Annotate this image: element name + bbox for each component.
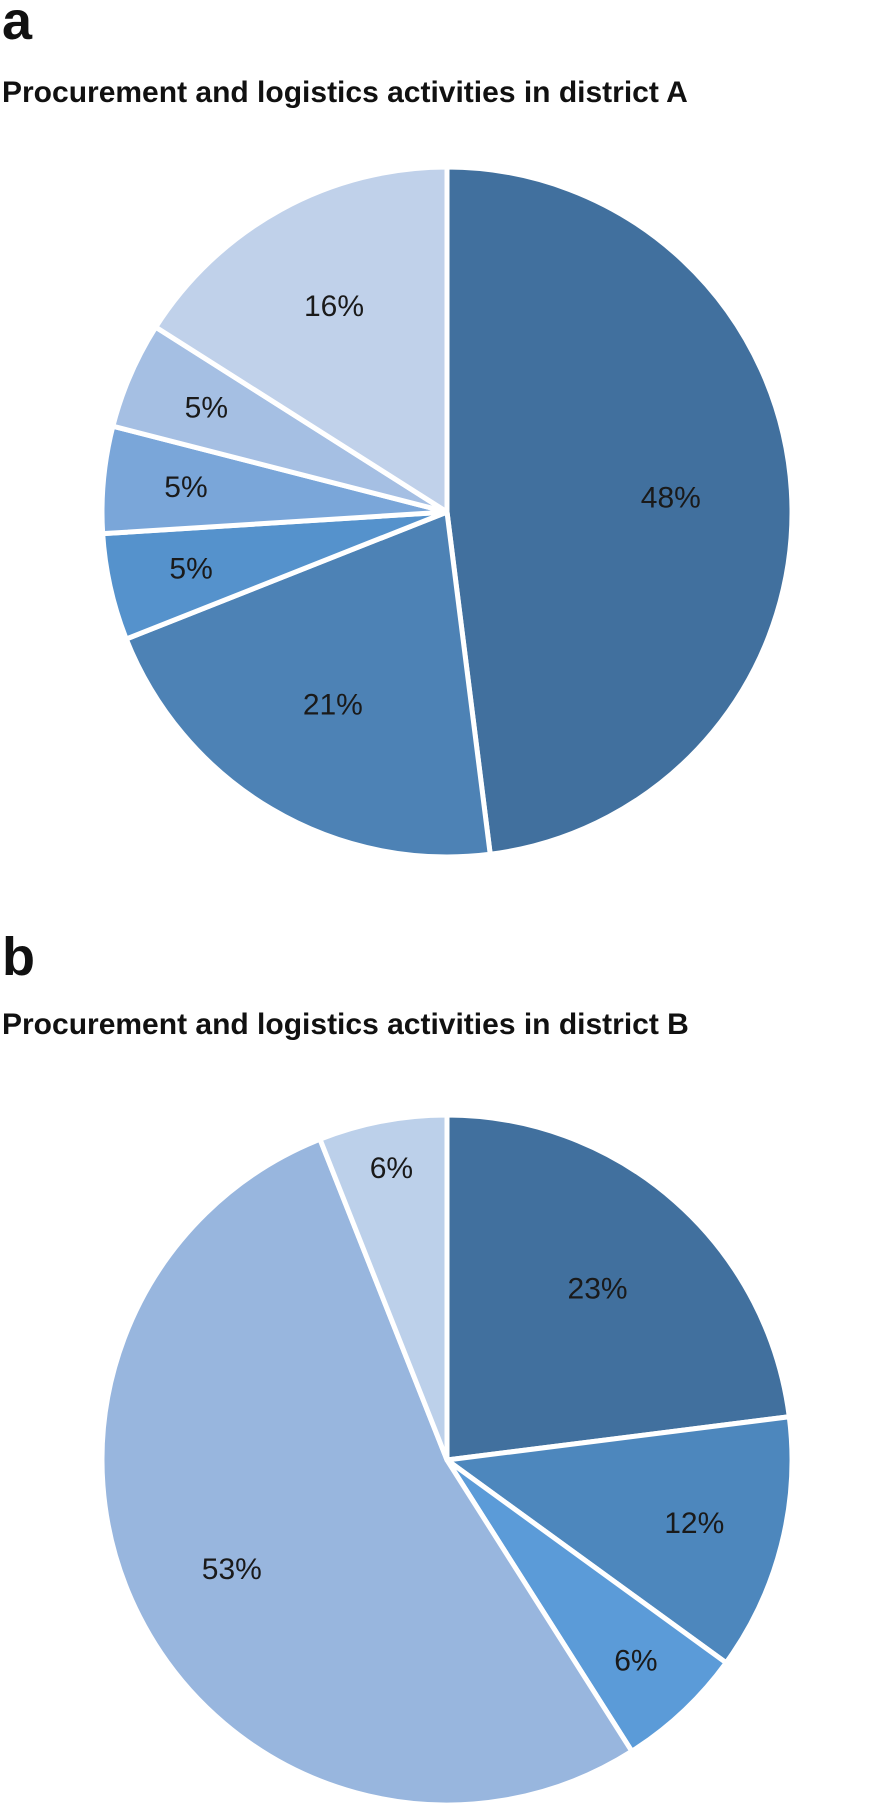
pie-slice-a-5: [153, 164, 450, 515]
pie-slice-b-0: [444, 1112, 792, 1463]
panel-letter-b: b: [2, 927, 35, 987]
slice-label-a-0: 48%: [641, 481, 701, 514]
chart-title-a: Procurement and logistics activities in …: [2, 76, 688, 109]
slice-label-b-0: 23%: [568, 1273, 628, 1306]
slice-label-b-2: 6%: [614, 1645, 657, 1678]
pie-slice-a-0: [444, 164, 795, 857]
slice-label-b-1: 12%: [664, 1507, 724, 1540]
slice-label-a-3: 5%: [164, 471, 207, 504]
chart-panel-b: b Procurement and logistics activities i…: [0, 900, 894, 1804]
pie-slice-b-4: [317, 1112, 450, 1463]
slice-label-a-4: 5%: [185, 391, 228, 424]
chart-title-b: Procurement and logistics activities in …: [2, 1008, 689, 1041]
slice-label-a-5: 16%: [304, 290, 364, 323]
slice-label-b-3: 53%: [202, 1553, 262, 1586]
panel-letter-a: a: [2, 0, 33, 51]
pie-slice-a-1: [123, 509, 493, 860]
slice-label-a-2: 5%: [169, 553, 212, 586]
slice-label-b-4: 6%: [370, 1152, 413, 1185]
chart-panel-a: a Procurement and logistics activities i…: [0, 0, 894, 900]
slice-label-a-1: 21%: [303, 689, 363, 722]
pie-chart-b: 23% 12% 6% 53% 6%: [99, 1112, 795, 1804]
pie-chart-a: 48% 21% 5% 5% 5% 16%: [99, 164, 795, 860]
pie-slice-b-2: [444, 1457, 729, 1754]
pie-slice-b-1: [444, 1414, 795, 1666]
pie-slice-b-3: [99, 1136, 635, 1804]
